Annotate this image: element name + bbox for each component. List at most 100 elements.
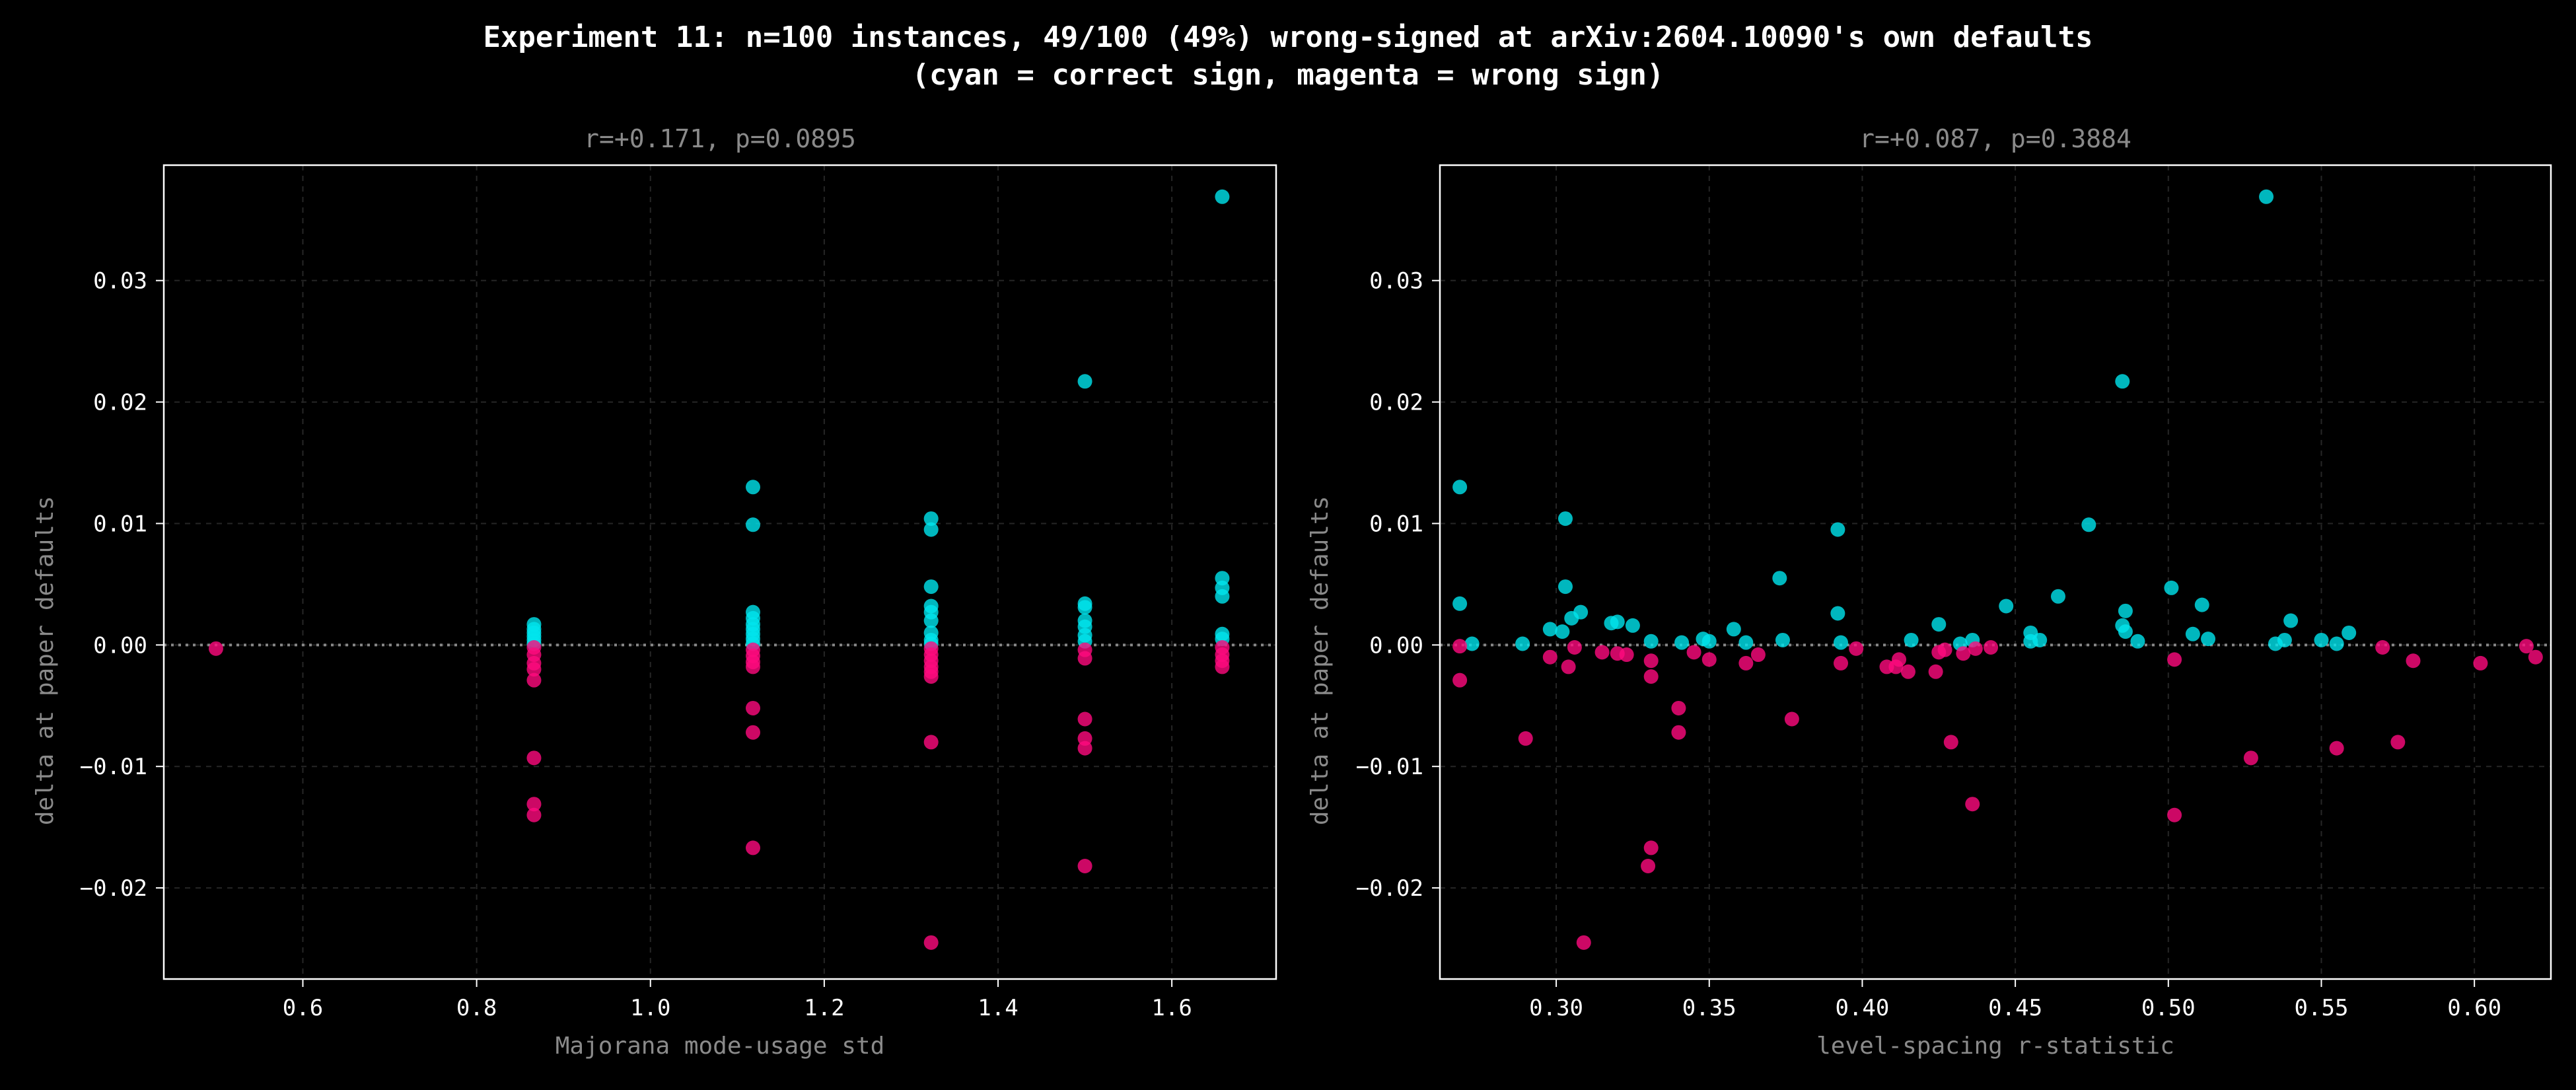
wrong-sign-point <box>526 797 542 812</box>
wrong-sign-point <box>1892 652 1907 667</box>
y-tick-label: 0.03 <box>93 268 147 295</box>
x-tick-label: 1.6 <box>1151 995 1192 1021</box>
wrong-sign-point <box>2167 652 2182 667</box>
y-tick-label: −0.02 <box>1356 875 1423 902</box>
correct-sign-point <box>923 511 939 527</box>
correct-sign-point <box>1904 632 1919 647</box>
x-tick-label: 0.45 <box>1988 995 2042 1021</box>
correct-sign-point <box>1830 606 1845 621</box>
right-panel-title: r=+0.087, p=0.3884 <box>1859 124 2131 153</box>
wrong-sign-point <box>1965 797 1980 812</box>
x-tick-label: 0.8 <box>456 995 497 1021</box>
wrong-sign-point <box>2375 640 2390 655</box>
correct-sign-point <box>1643 634 1659 649</box>
x-tick-label: 0.50 <box>2141 995 2196 1021</box>
wrong-sign-point <box>526 807 542 822</box>
wrong-sign-point <box>1643 653 1659 669</box>
wrong-sign-point <box>1077 858 1092 873</box>
wrong-sign-point <box>1452 672 1468 688</box>
wrong-sign-point <box>1849 641 1864 656</box>
wrong-sign-point <box>1671 700 1686 715</box>
right-scatter-panel: r=+0.087, p=0.3884 level-spacing r-stati… <box>1306 124 2552 1060</box>
correct-sign-point <box>2164 580 2179 595</box>
correct-sign-point <box>1775 632 1790 647</box>
left-plot-frame <box>162 164 1277 980</box>
correct-sign-point <box>2081 517 2096 532</box>
correct-sign-point <box>1573 604 1589 620</box>
y-tick-label: 0.03 <box>1369 268 1423 295</box>
right-y-axis-label: delta at paper defaults <box>1306 496 1334 826</box>
y-tick-label: 0.01 <box>93 511 147 537</box>
wrong-sign-point <box>923 669 939 684</box>
correct-sign-point <box>2194 597 2209 612</box>
correct-sign-point <box>1215 589 1230 604</box>
correct-sign-point <box>2314 632 2329 647</box>
correct-sign-point <box>1610 614 1625 630</box>
correct-sign-point <box>2342 625 2357 640</box>
wrong-sign-point <box>745 725 760 740</box>
correct-sign-point <box>1557 511 1573 527</box>
wrong-sign-point <box>2329 741 2344 756</box>
correct-sign-point <box>1452 480 1468 495</box>
x-tick-label: 0.30 <box>1529 995 1583 1021</box>
left-scatter-panel: r=+0.171, p=0.0895 Majorana mode-usage s… <box>32 124 1277 1060</box>
wrong-sign-point <box>1643 840 1659 855</box>
wrong-sign-point <box>2390 735 2406 750</box>
wrong-sign-point <box>1784 711 1799 727</box>
wrong-sign-point <box>1619 647 1634 663</box>
correct-sign-point <box>2118 603 2133 618</box>
correct-sign-series <box>526 189 1230 651</box>
wrong-sign-point <box>2406 653 2421 669</box>
correct-sign-point <box>1077 374 1092 389</box>
figure-subtitle: (cyan = correct sign, magenta = wrong si… <box>912 58 1664 92</box>
correct-sign-point <box>1772 571 1787 586</box>
wrong-sign-point <box>1576 935 1591 950</box>
wrong-sign-point <box>1900 664 1915 679</box>
correct-sign-point <box>1738 635 1754 650</box>
x-tick-label: 1.2 <box>804 995 844 1021</box>
wrong-sign-point <box>208 641 223 656</box>
correct-sign-point <box>1542 622 1557 637</box>
correct-sign-point <box>1215 189 1230 204</box>
wrong-sign-point <box>1518 731 1533 746</box>
correct-sign-point <box>1077 600 1092 615</box>
wrong-sign-point <box>923 935 939 950</box>
correct-sign-point <box>2115 374 2130 389</box>
wrong-sign-point <box>1077 741 1092 756</box>
wrong-sign-series <box>208 640 1230 950</box>
wrong-sign-point <box>1671 725 1686 740</box>
wrong-sign-point <box>2519 639 2534 654</box>
wrong-sign-point <box>1561 659 1576 674</box>
wrong-sign-point <box>1968 641 1983 656</box>
correct-sign-point <box>1557 579 1573 595</box>
figure-title: Experiment 11: n=100 instances, 49/100 (… <box>483 20 2093 54</box>
y-tick-label: 0.02 <box>1369 390 1423 416</box>
correct-sign-point <box>923 579 939 595</box>
wrong-sign-point <box>526 662 542 677</box>
y-tick-label: −0.02 <box>80 875 147 902</box>
correct-sign-point <box>745 517 760 532</box>
wrong-sign-point <box>1077 651 1092 666</box>
wrong-sign-point <box>745 700 760 715</box>
correct-sign-point <box>923 613 939 628</box>
correct-sign-point <box>1674 635 1690 650</box>
x-tick-label: 0.35 <box>1682 995 1736 1021</box>
wrong-sign-point <box>1750 647 1766 663</box>
y-tick-label: −0.01 <box>1356 754 1423 780</box>
correct-sign-point <box>2329 636 2344 651</box>
correct-sign-point <box>2050 589 2065 604</box>
wrong-sign-point <box>1542 649 1557 665</box>
correct-sign-point <box>1834 635 1849 650</box>
correct-sign-point <box>1931 617 1947 632</box>
correct-sign-point <box>1452 596 1468 611</box>
wrong-sign-series <box>1452 639 2543 950</box>
left-x-axis-label: Majorana mode-usage std <box>555 1033 885 1060</box>
y-tick-label: 0.01 <box>1369 511 1423 537</box>
correct-sign-point <box>2130 634 2145 649</box>
correct-sign-point <box>1625 618 1640 633</box>
y-tick-label: 0.00 <box>93 632 147 659</box>
wrong-sign-point <box>1738 655 1754 671</box>
correct-sign-series <box>1452 189 2357 651</box>
correct-sign-point <box>1555 624 1570 639</box>
